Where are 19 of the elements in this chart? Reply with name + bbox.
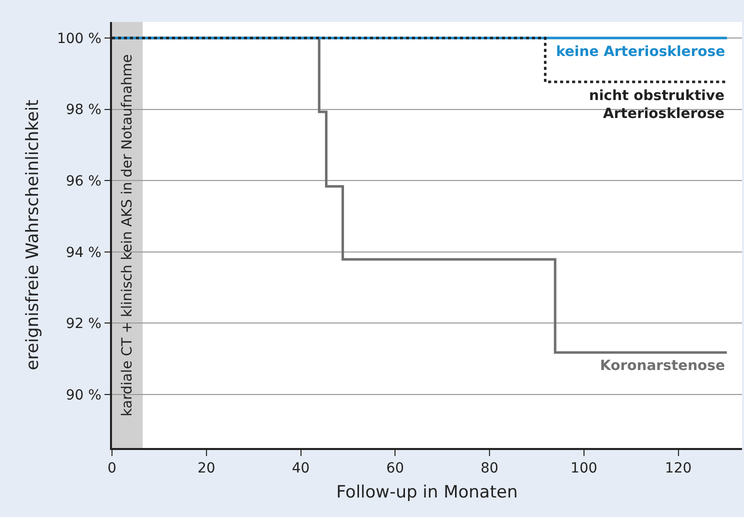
y-axis-title: ereignisfreie Wahrscheinlichkeit — [23, 99, 44, 370]
y-tick-label: 90 % — [66, 387, 102, 404]
y-tick-label: 94 % — [66, 244, 102, 261]
band-label: kardiale CT + klinisch kein AKS in der Notaufnahme — [119, 54, 136, 416]
x-tick-label: 0 — [108, 460, 116, 477]
series-label: keine Arteriosklerose — [556, 44, 726, 60]
x-tick-label: 80 — [480, 460, 498, 477]
x-tick-label: 120 — [664, 460, 692, 477]
x-tick-label: 100 — [570, 460, 598, 477]
x-tick-label: 60 — [386, 460, 404, 477]
x-axis-title: Follow-up in Monaten — [336, 482, 518, 502]
y-tick-label: 96 % — [66, 174, 102, 190]
series-label: Koronarstenose — [600, 358, 725, 374]
y-tick-label: 98 % — [66, 102, 102, 118]
x-tick-label: 20 — [197, 460, 216, 477]
y-tick-label: 92 % — [66, 316, 102, 332]
series-label: nicht obstruktive Arteriosklerose — [589, 88, 725, 122]
y-tick-label: 100 % — [56, 30, 102, 47]
x-tick-label: 40 — [292, 460, 310, 477]
